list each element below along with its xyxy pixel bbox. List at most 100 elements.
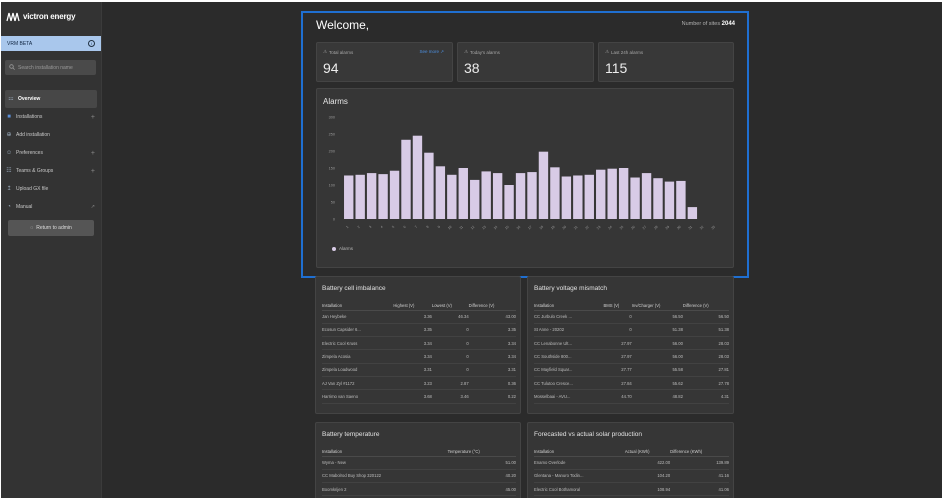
- stat-value: 94: [323, 60, 339, 76]
- external-link-icon: ↗: [440, 49, 444, 54]
- sidebar-item-add-installation[interactable]: ⊕ Add installation: [1, 126, 101, 144]
- chart-bar[interactable]: [584, 174, 594, 219]
- table-cell: 56.50: [631, 310, 683, 324]
- table-row[interactable]: AJ Van Zyl #1172 3.23 2.87 0.36: [322, 376, 516, 391]
- chart-bar[interactable]: [561, 176, 572, 220]
- see-more-link[interactable]: See more ↗: [419, 49, 444, 55]
- chart-bar[interactable]: [538, 151, 549, 219]
- sidebar-item-teams-groups[interactable]: ☷ Teams & Groups +: [1, 162, 101, 180]
- table-row[interactable]: Zimpela Loadwood 3.31 0 3.31: [322, 363, 516, 377]
- column-header[interactable]: Installation: [534, 447, 625, 457]
- chart-bar[interactable]: [366, 173, 377, 219]
- table-cell: 3.36: [393, 310, 432, 324]
- chart-bar[interactable]: [573, 175, 583, 219]
- chart-bar[interactable]: [492, 173, 503, 219]
- sidebar-item-overview[interactable]: ⚏ Overview: [5, 90, 97, 108]
- table-row[interactable]: Wyma - New 51.00: [322, 456, 516, 470]
- column-header[interactable]: Difference (KWh): [670, 447, 729, 457]
- column-header[interactable]: Highest (V): [393, 301, 432, 311]
- info-icon[interactable]: i: [88, 40, 95, 47]
- plus-icon[interactable]: +: [90, 167, 95, 175]
- chart-bar[interactable]: [481, 171, 491, 219]
- table-row[interactable]: CC Tulutoo Cresce... 27.84 55.62 27.78: [534, 376, 729, 391]
- chart-bar[interactable]: [424, 152, 434, 219]
- table-row[interactable]: CC Southside 800... 27.97 56.00 28.03: [534, 349, 729, 364]
- chart-bar[interactable]: [504, 185, 514, 219]
- table-row[interactable]: CC Jurbulo Creek ... 0 56.50 56.50: [534, 310, 729, 324]
- chart-bar[interactable]: [596, 169, 606, 219]
- search-input[interactable]: Search installation name: [5, 60, 96, 75]
- chart-bar[interactable]: [653, 178, 663, 219]
- sidebar-item-installations[interactable]: ■ Installations +: [1, 108, 101, 126]
- chart-bar[interactable]: [389, 170, 400, 219]
- table-row[interactable]: Electric Cool Bothamoral 108.94 41.06: [534, 482, 729, 497]
- chart-bar[interactable]: [630, 177, 640, 219]
- chart-bar[interactable]: [527, 172, 537, 219]
- return-to-admin-button[interactable]: ◌ Return to admin: [8, 220, 94, 236]
- table-cell: 3.34: [393, 336, 432, 351]
- column-header[interactable]: Actual (KWh): [624, 447, 671, 457]
- table-cell: 51.38: [631, 323, 683, 338]
- x-tick-label: 13: [481, 225, 487, 231]
- chart-bar[interactable]: [378, 174, 388, 219]
- sidebar-item-preferences[interactable]: ☺ Preferences +: [1, 144, 101, 162]
- column-header[interactable]: Difference (V): [468, 301, 516, 311]
- chart-bar[interactable]: [664, 181, 675, 219]
- chart-bar[interactable]: [470, 179, 480, 219]
- table-row[interactable]: CC Lenabonne Ult... 27.97 56.00 28.03: [534, 336, 729, 351]
- sidebar-item-manual[interactable]: ◔ Manual ↗: [1, 198, 101, 216]
- stat-card-last-24h-alarms[interactable]: ⚠ Last 24h alarms 115: [598, 42, 734, 82]
- stat-card-total-alarms[interactable]: ⚠ Total alarms See more ↗ 94: [316, 42, 453, 82]
- beta-banner[interactable]: VRM BETA i: [1, 36, 101, 51]
- alarms-chart-card: 0 50 100 150 200 250 300 1 2 3 4 5 6 7 8 9 10 11 12 13 14 15 1…: [316, 88, 734, 268]
- table-row[interactable]: Mosselbaai - AVU... 44.70 48.82 4.31: [534, 389, 729, 404]
- table-row[interactable]: Electric Cool Kruss 3.34 0 3.34: [322, 336, 516, 351]
- chart-bar[interactable]: [550, 167, 560, 219]
- table-row[interactable]: CC Mayfield Squar... 27.77 55.58 27.81: [534, 363, 729, 377]
- chart-bar[interactable]: [618, 168, 629, 219]
- table-row[interactable]: Enamo Overlode 422.00 139.89: [534, 456, 729, 470]
- chart-bar[interactable]: [447, 174, 457, 219]
- table-row[interactable]: Ecosun Capsider 6... 3.35 0 3.35: [322, 323, 516, 338]
- beta-label: VRM BETA: [7, 40, 33, 47]
- chart-bar[interactable]: [515, 173, 526, 219]
- chart-bar[interactable]: [641, 173, 652, 219]
- table-cell: 3.31: [393, 363, 432, 377]
- chart-bar[interactable]: [435, 166, 446, 219]
- sidebar-item-upload-gx[interactable]: ↥ Upload GX file: [1, 180, 101, 198]
- brand-logo[interactable]: victron energy: [6, 11, 76, 22]
- table-row[interactable]: Boomkrijen 2 45.00: [322, 482, 516, 497]
- chart-bar[interactable]: [344, 175, 354, 219]
- chart-bar[interactable]: [676, 180, 686, 219]
- column-header[interactable]: Lowest (V): [431, 301, 469, 311]
- chart-bar[interactable]: [412, 135, 423, 219]
- table-row[interactable]: Glentana - Manuro Todin... 104.20 41.16: [534, 469, 729, 484]
- chart-bar[interactable]: [687, 207, 698, 219]
- table-cell: 41.16: [670, 469, 729, 484]
- column-header[interactable]: Installation: [534, 301, 604, 311]
- chart-bar[interactable]: [401, 139, 411, 219]
- x-tick-label: 19: [550, 225, 556, 231]
- column-header[interactable]: BMS (V): [603, 301, 632, 311]
- chart-bar[interactable]: [607, 168, 617, 219]
- table-row[interactable]: Harrimo van Saeno 3.68 3.46 0.22: [322, 389, 516, 404]
- sidebar: victron energy VRM BETA i Search install…: [1, 2, 102, 498]
- table-cell: 4.31: [682, 389, 729, 404]
- chart-legend[interactable]: Alarms: [332, 246, 353, 251]
- stat-card-todays-alarms[interactable]: ⚠ Today's alarms 38: [457, 42, 594, 82]
- column-header[interactable]: Installation: [322, 447, 448, 457]
- column-header[interactable]: Installation: [322, 301, 394, 311]
- table-row[interactable]: CC Mabolrod Buy Shop 320122 40.20: [322, 469, 516, 484]
- column-header[interactable]: Temperature (°C): [447, 447, 516, 457]
- table-row[interactable]: Zimpela Acosia 3.34 0 3.34: [322, 349, 516, 364]
- table-row[interactable]: Jan Heybeke 3.36 46.34 43.00: [322, 310, 516, 324]
- plus-icon[interactable]: +: [90, 113, 95, 121]
- plus-icon[interactable]: +: [90, 149, 95, 157]
- column-header[interactable]: Inv/Charger (V): [631, 301, 683, 311]
- chart-bar[interactable]: [355, 174, 365, 219]
- chart-bar[interactable]: [458, 168, 468, 219]
- column-header[interactable]: Difference (V): [682, 301, 729, 311]
- table-row[interactable]: St Anne - 20202 0 51.38 51.38: [534, 323, 729, 338]
- external-link-icon[interactable]: ↗: [90, 204, 95, 210]
- sidebar-item-label: Installations: [16, 114, 43, 120]
